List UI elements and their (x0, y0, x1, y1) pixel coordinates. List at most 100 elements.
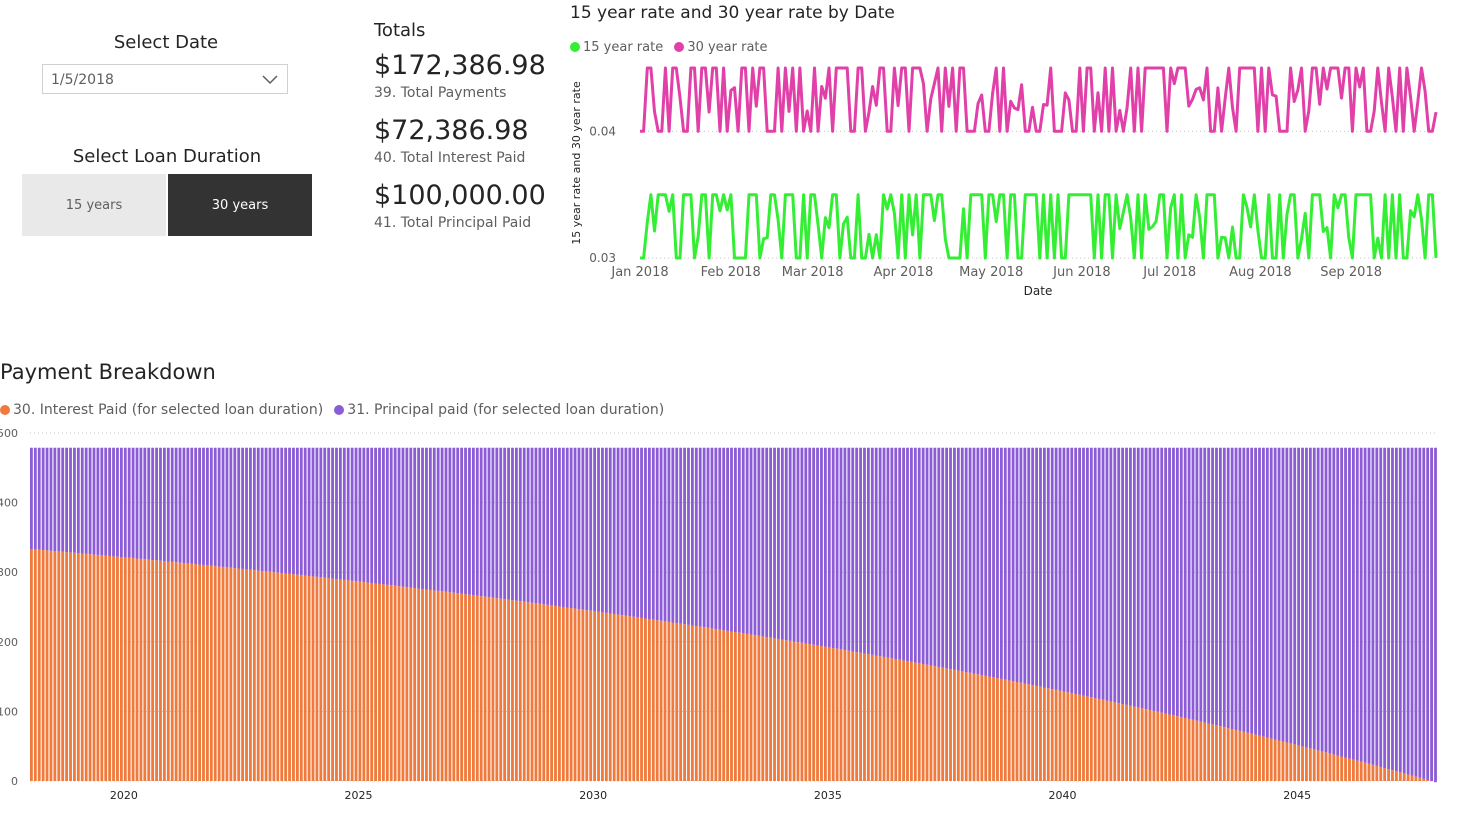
payment-stacked-bar-chart[interactable]: 0 100 200 300 400 500 2020 2025 2030 2035 2040 2045 (0, 420, 1464, 814)
interest-bar (1027, 684, 1031, 781)
interest-bar (906, 661, 909, 781)
interest-bar (276, 572, 280, 781)
interest-bar (1281, 741, 1285, 781)
interest-bar (1203, 722, 1207, 781)
interest-bar (382, 584, 385, 781)
interest-bar (499, 598, 503, 781)
principal-bar (1179, 447, 1183, 718)
principal-bar (464, 447, 467, 595)
interest-bar (1035, 685, 1038, 781)
interest-bar (421, 588, 424, 781)
principal-bar (1062, 447, 1066, 692)
principal-bar (162, 447, 166, 562)
interest-bar (135, 558, 139, 781)
principal-bar (92, 447, 96, 555)
interest-bar (593, 611, 597, 781)
interest-bar (1097, 698, 1101, 781)
rate-line-chart[interactable]: 0.03 0.04 15 year rate and 30 year rate Jan… (560, 60, 1460, 310)
interest-bar (440, 591, 444, 781)
series-line-15-year-rate (640, 193, 1438, 260)
legend-item-30-year[interactable]: 30 year rate (674, 40, 768, 55)
legend-item-principal[interactable]: 31. Principal paid (for selected loan du… (334, 402, 664, 418)
principal-bar (917, 447, 921, 664)
principal-bar (921, 447, 925, 664)
interest-bar (468, 594, 471, 781)
interest-bar (123, 557, 127, 781)
interest-bar (162, 561, 166, 781)
principal-bar (1168, 447, 1171, 715)
principal-bar (628, 447, 632, 617)
duration-slicer-title: Select Loan Duration (72, 146, 262, 167)
interest-bar (601, 612, 604, 781)
principal-bar (370, 447, 374, 583)
principal-bar (1086, 447, 1089, 697)
principal-bar (1215, 447, 1218, 726)
interest-bar (1418, 777, 1422, 781)
principal-bar (182, 447, 186, 564)
rate-x-tick: Feb 2018 (701, 265, 761, 280)
principal-bar (1097, 447, 1101, 699)
principal-bar (530, 447, 534, 603)
principal-bar (941, 447, 945, 668)
interest-bar (827, 647, 831, 781)
interest-bar (151, 560, 155, 781)
principal-bar (76, 447, 80, 554)
interest-bar (522, 601, 526, 781)
interest-bar (166, 561, 170, 781)
principal-bar (714, 447, 718, 630)
rate-x-tick: Jul 2018 (1142, 265, 1196, 280)
interest-bar (108, 555, 112, 781)
date-dropdown-value: 1/5/2018 (51, 72, 114, 88)
interest-bar (1250, 733, 1254, 781)
payment-y-tick: 100 (0, 705, 18, 718)
interest-bar (1058, 690, 1062, 781)
principal-bar (53, 447, 57, 552)
principal-bar (554, 447, 557, 606)
principal-bar (949, 447, 952, 670)
legend-item-15-year[interactable]: 15 year rate (570, 40, 663, 55)
principal-bar (1348, 447, 1351, 759)
interest-bar (507, 599, 510, 781)
interest-bar (718, 629, 722, 781)
duration-15-years-button[interactable]: 15 years (22, 174, 166, 236)
interest-bar (999, 678, 1003, 781)
principal-bar (425, 447, 428, 590)
interest-bar (636, 617, 640, 781)
interest-bar (452, 592, 456, 781)
interest-bar (73, 552, 76, 781)
interest-bar (526, 602, 530, 781)
interest-bar (1050, 689, 1054, 781)
legend-item-interest[interactable]: 30. Interest Paid (for selected loan dur… (0, 402, 323, 418)
interest-bar (221, 566, 225, 781)
interest-bar (1031, 685, 1035, 781)
principal-bar (444, 447, 448, 592)
principal-bar (1426, 447, 1430, 780)
principal-bar (980, 447, 984, 676)
principal-bar (886, 447, 890, 658)
principal-bar (741, 447, 745, 634)
duration-30-years-button[interactable]: 30 years (168, 174, 312, 236)
principal-bar (753, 447, 757, 636)
interest-bar (139, 558, 143, 781)
interest-bar (1175, 716, 1179, 781)
interest-bar (432, 590, 436, 781)
interest-bar (436, 590, 440, 781)
principal-bar (131, 447, 135, 559)
principal-bar (812, 447, 816, 645)
principal-bar (1387, 447, 1390, 770)
principal-bar (992, 447, 995, 678)
principal-bar (1078, 447, 1081, 695)
principal-bar (1015, 447, 1019, 682)
interest-bar (714, 629, 718, 781)
principal-bar (303, 447, 307, 576)
interest-bar (956, 670, 960, 781)
legend-label-principal: 31. Principal paid (for selected loan du… (347, 402, 665, 418)
principal-bar (428, 447, 432, 590)
interest-bar (859, 652, 862, 781)
principal-bar (1391, 447, 1394, 771)
date-dropdown[interactable]: 1/5/2018 (42, 64, 288, 94)
interest-bar (1414, 776, 1418, 781)
interest-bar (483, 596, 487, 781)
principal-bar (170, 447, 174, 562)
principal-bar (1144, 447, 1148, 710)
